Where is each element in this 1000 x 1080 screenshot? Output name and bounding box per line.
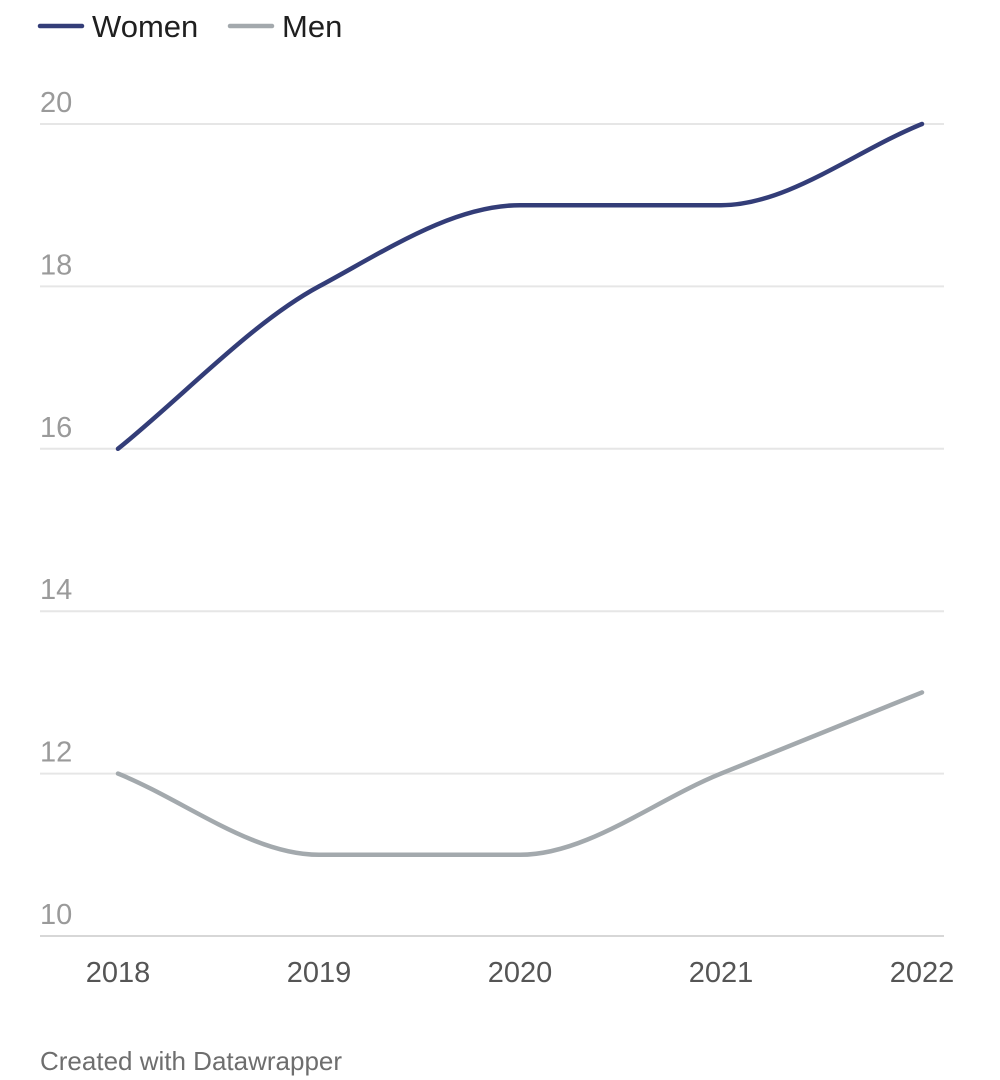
x-axis: 2018 2019 2020 2021 2022 (86, 957, 955, 989)
y-axis: 10 12 14 16 18 20 (40, 87, 72, 931)
series-line-women (115, 121, 925, 452)
y-tick-label: 10 (40, 899, 72, 931)
legend-label-men: Men (282, 9, 342, 44)
x-tick-label: 2018 (86, 957, 151, 989)
y-tick-label: 12 (40, 737, 72, 769)
y-tick-label: 16 (40, 412, 72, 444)
credit-text: Created with Datawrapper (40, 1046, 342, 1076)
legend: Women Men (37, 9, 342, 44)
legend-label-women: Women (92, 9, 198, 44)
gridlines (40, 123, 944, 937)
y-tick-label: 20 (40, 87, 72, 119)
y-tick-label: 14 (40, 574, 72, 606)
x-tick-label: 2019 (287, 957, 352, 989)
x-tick-label: 2021 (689, 957, 754, 989)
series-lines (115, 121, 925, 858)
x-tick-label: 2022 (890, 957, 955, 989)
y-tick-label: 18 (40, 249, 72, 281)
x-tick-label: 2020 (488, 957, 553, 989)
